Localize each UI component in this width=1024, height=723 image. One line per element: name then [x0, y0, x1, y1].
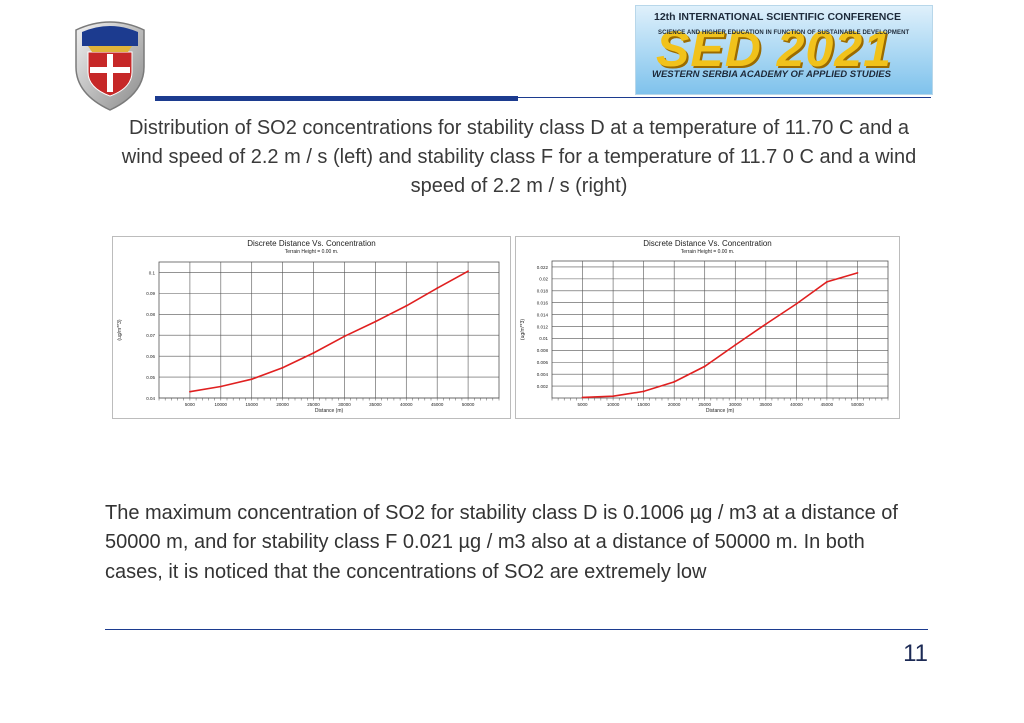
x-tick-label: 15000 [637, 402, 650, 407]
y-tick-label: 0.006 [537, 360, 549, 365]
chart-svg-right: Discrete Distance Vs. ConcentrationTerra… [520, 239, 889, 414]
x-tick-label: 30000 [338, 402, 351, 407]
y-tick-label: 0.09 [146, 291, 155, 296]
x-tick-label: 45000 [431, 402, 444, 407]
slide-title: Distribution of SO2 concentrations for s… [121, 117, 917, 197]
conference-banner-logo: 12th INTERNATIONAL SCIENTIFIC CONFERENCE… [635, 5, 933, 95]
data-point [436, 287, 439, 290]
data-point [219, 385, 222, 388]
x-tick-label: 40000 [400, 402, 413, 407]
data-point [250, 378, 253, 381]
y-tick-label: 0.022 [537, 265, 549, 270]
x-tick-label: 20000 [276, 402, 289, 407]
data-point [764, 323, 767, 326]
y-tick-label: 0.01 [539, 336, 548, 341]
data-point [642, 390, 645, 393]
y-tick-label: 0.002 [537, 384, 549, 389]
page-number: 11 [903, 640, 928, 667]
series-line-right [582, 272, 858, 399]
x-tick-label: 40000 [790, 402, 803, 407]
y-tick-label: 0.012 [537, 324, 549, 329]
y-tick-label: 0.004 [537, 372, 549, 377]
body-paragraph: The maximum concentration of SO2 for sta… [105, 502, 898, 583]
x-axis-label-right: Distance (m) [706, 408, 735, 414]
data-point [612, 395, 614, 398]
x-axis-label-left: Distance (m) [315, 408, 344, 414]
data-point [856, 272, 859, 274]
data-point [734, 344, 737, 346]
x-tick-label: 10000 [607, 402, 620, 407]
y-axis-label-right: (ug/m**3) [520, 319, 526, 340]
x-tick-label: 5000 [578, 402, 589, 407]
x-tick-label: 5000 [185, 402, 196, 407]
data-point [281, 366, 284, 369]
x-tick-label: 10000 [215, 402, 228, 407]
data-point [795, 302, 798, 305]
x-tick-label: 30000 [729, 402, 742, 407]
data-point [673, 381, 676, 383]
x-tick-label: 35000 [760, 402, 773, 407]
chart-title-left: Discrete Distance Vs. Concentration [247, 239, 376, 248]
x-tick-label: 35000 [369, 402, 382, 407]
data-point [189, 390, 191, 393]
data-point [374, 320, 377, 323]
x-tick-label: 50000 [462, 402, 475, 407]
y-tick-label: 0.02 [539, 277, 548, 282]
header-rule-thin [518, 97, 931, 98]
chart-subtitle-left: Terrain Height = 0.00 m. [285, 249, 339, 255]
data-point [312, 352, 315, 354]
y-tick-label: 0.04 [146, 396, 155, 401]
chart-subtitle-right: Terrain Height = 0.00 m. [681, 249, 735, 255]
y-tick-label: 0.1 [149, 270, 156, 275]
data-point [343, 335, 346, 338]
conference-title: 12th INTERNATIONAL SCIENTIFIC CONFERENCE [654, 11, 901, 23]
chart-svg-left: Discrete Distance Vs. ConcentrationTerra… [117, 239, 500, 414]
chart-stability-class-d: Discrete Distance Vs. Concentration Terra… [112, 236, 511, 419]
x-tick-label: 25000 [698, 402, 711, 407]
y-tick-label: 0.08 [146, 312, 155, 317]
y-tick-label: 0.016 [537, 300, 549, 305]
header-rule-thick [155, 96, 518, 101]
y-tick-label: 0.008 [537, 348, 549, 353]
data-point [826, 280, 828, 283]
data-point [467, 270, 469, 273]
series-line-left [189, 270, 469, 393]
chart-title-right: Discrete Distance Vs. Concentration [643, 239, 772, 248]
x-tick-label: 45000 [821, 402, 834, 407]
x-tick-label: 50000 [851, 402, 864, 407]
y-tick-label: 0.018 [537, 289, 549, 294]
x-tick-label: 15000 [245, 402, 258, 407]
x-tick-label: 25000 [307, 402, 320, 407]
data-point [405, 305, 408, 307]
conference-subtitle: SCIENCE AND HIGHER EDUCATION IN FUNCTION… [658, 30, 910, 36]
data-point [703, 365, 706, 368]
data-point [581, 396, 584, 399]
footer-rule [105, 629, 928, 630]
y-tick-label: 0.05 [146, 375, 155, 380]
y-tick-label: 0.06 [146, 354, 155, 359]
conference-logo-text: SED 2021 [656, 21, 892, 77]
university-crest-logo [75, 21, 145, 111]
y-tick-label: 0.07 [146, 333, 155, 338]
plot-area-right [551, 260, 889, 399]
conference-organizer: WESTERN SERBIA ACADEMY OF APPLIED STUDIE… [652, 69, 891, 80]
chart-stability-class-f: Discrete Distance Vs. Concentration Terra… [515, 236, 900, 419]
y-axis-label-left: (ug/m**3) [117, 319, 123, 340]
y-tick-label: 0.014 [537, 312, 549, 317]
x-tick-label: 20000 [668, 402, 681, 407]
